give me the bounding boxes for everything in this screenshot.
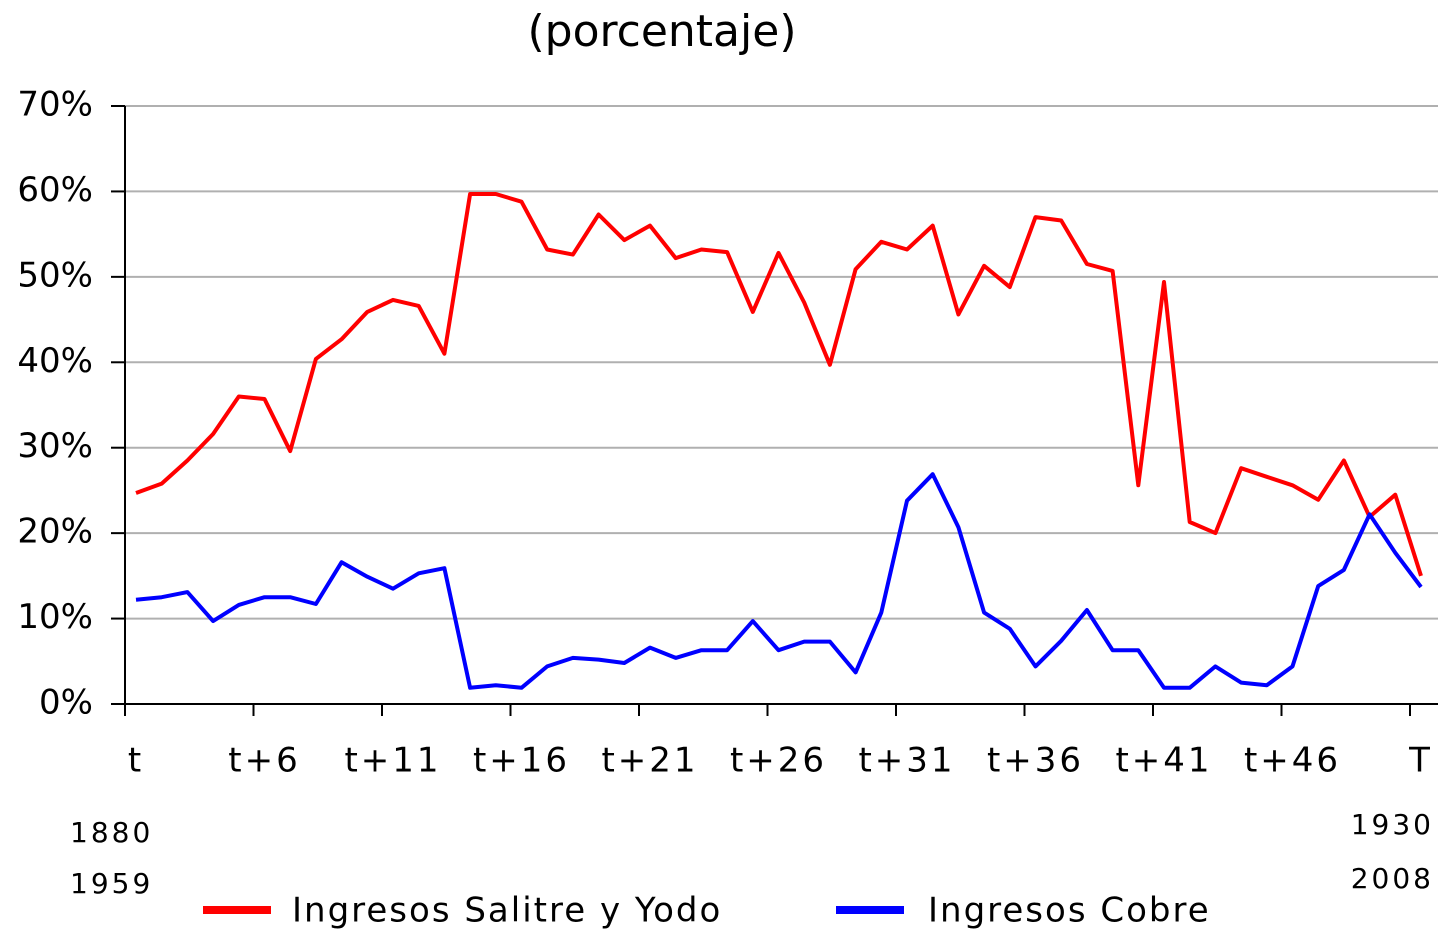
x-tick-label: t+11 <box>344 741 441 781</box>
y-tick-label: 40% <box>17 341 93 381</box>
year-annotation: 1959 <box>70 867 153 900</box>
x-tick-label: t+16 <box>473 741 570 781</box>
data-line <box>135 192 1423 577</box>
y-tick-label: 20% <box>17 512 93 552</box>
y-tick-label: 50% <box>17 255 93 295</box>
x-tick-label: t+41 <box>1115 741 1212 781</box>
y-tick-label: 10% <box>17 597 93 637</box>
year-annotation: 1930 <box>1351 808 1434 841</box>
y-tick-label: 0% <box>39 683 93 723</box>
x-tick-label: t+31 <box>858 741 955 781</box>
x-tick-label: t+36 <box>987 741 1084 781</box>
y-tick-label: 30% <box>17 426 93 466</box>
year-annotation: 1880 <box>70 816 153 849</box>
y-tick-label: 70% <box>17 85 93 125</box>
x-tick-label: t+26 <box>730 741 827 781</box>
y-tick-label: 60% <box>17 170 93 210</box>
x-tick-label: t+6 <box>228 741 300 781</box>
x-tick-label: t <box>128 741 144 781</box>
x-tick-label: t+21 <box>601 741 698 781</box>
chart-title: (porcentaje) <box>528 6 797 57</box>
year-annotation: 2008 <box>1351 862 1434 895</box>
legend-label: Ingresos Salitre y Yodo <box>292 891 722 931</box>
data-line <box>135 472 1423 690</box>
legend-label: Ingresos Cobre <box>928 891 1211 931</box>
x-tick-label: t+46 <box>1244 741 1341 781</box>
x-tick-label: T <box>1408 741 1433 781</box>
